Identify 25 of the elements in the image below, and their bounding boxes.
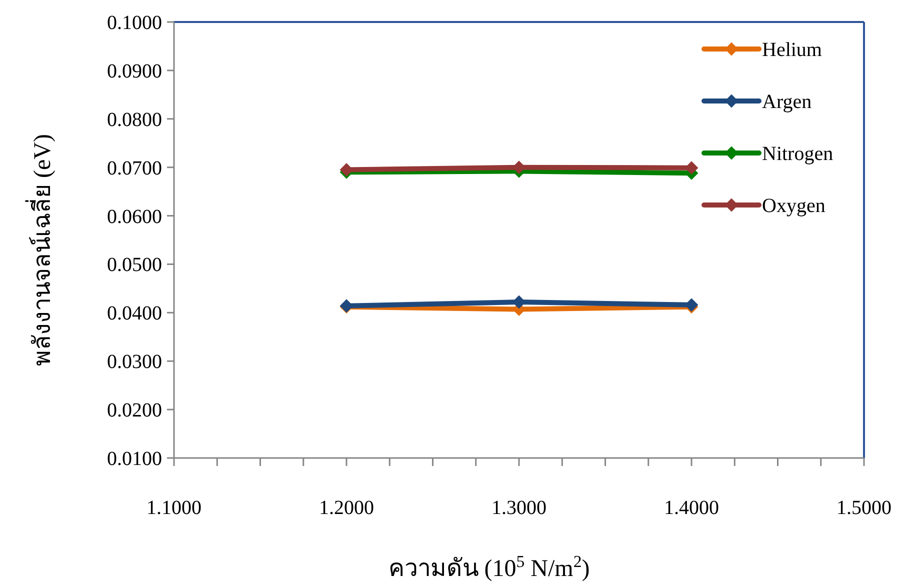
y-tick-label: 0.0900 xyxy=(107,60,162,82)
x-tick-label: 1.5000 xyxy=(836,497,892,519)
x-tick-label: 1.2000 xyxy=(319,497,374,519)
y-tick-label: 0.0600 xyxy=(107,206,162,228)
y-tick-label: 0.0200 xyxy=(107,400,162,422)
point xyxy=(340,163,353,176)
point xyxy=(685,161,698,174)
y-tick-label: 0.0700 xyxy=(107,157,162,180)
point xyxy=(512,296,526,309)
x-tick-label: 1.4000 xyxy=(664,497,719,519)
y-tick-label: 0.0100 xyxy=(107,448,162,470)
legend-label: Nitrogen xyxy=(762,143,834,165)
y-tick-label: 0.0300 xyxy=(107,351,162,374)
y-tick-label: 0.1000 xyxy=(107,12,162,34)
y-tick-label: 0.0800 xyxy=(107,108,162,131)
y-axis-title: พลังงานจลน์เฉลี่ย (eV) xyxy=(25,134,56,366)
x-axis-title: ความดัน (10$^{5}$ N/m$^{2}$) xyxy=(388,552,590,582)
y-tick-label: 0.0500 xyxy=(107,254,162,276)
x-tick-label: 1.1000 xyxy=(146,497,202,519)
point xyxy=(512,160,526,174)
legend-label: Oxygen xyxy=(762,195,826,217)
legend-label: Argen xyxy=(762,91,812,113)
x-tick-label: 1.3000 xyxy=(492,497,546,519)
legend-label: Helium xyxy=(762,39,822,61)
y-tick-label: 0.0400 xyxy=(107,302,162,325)
